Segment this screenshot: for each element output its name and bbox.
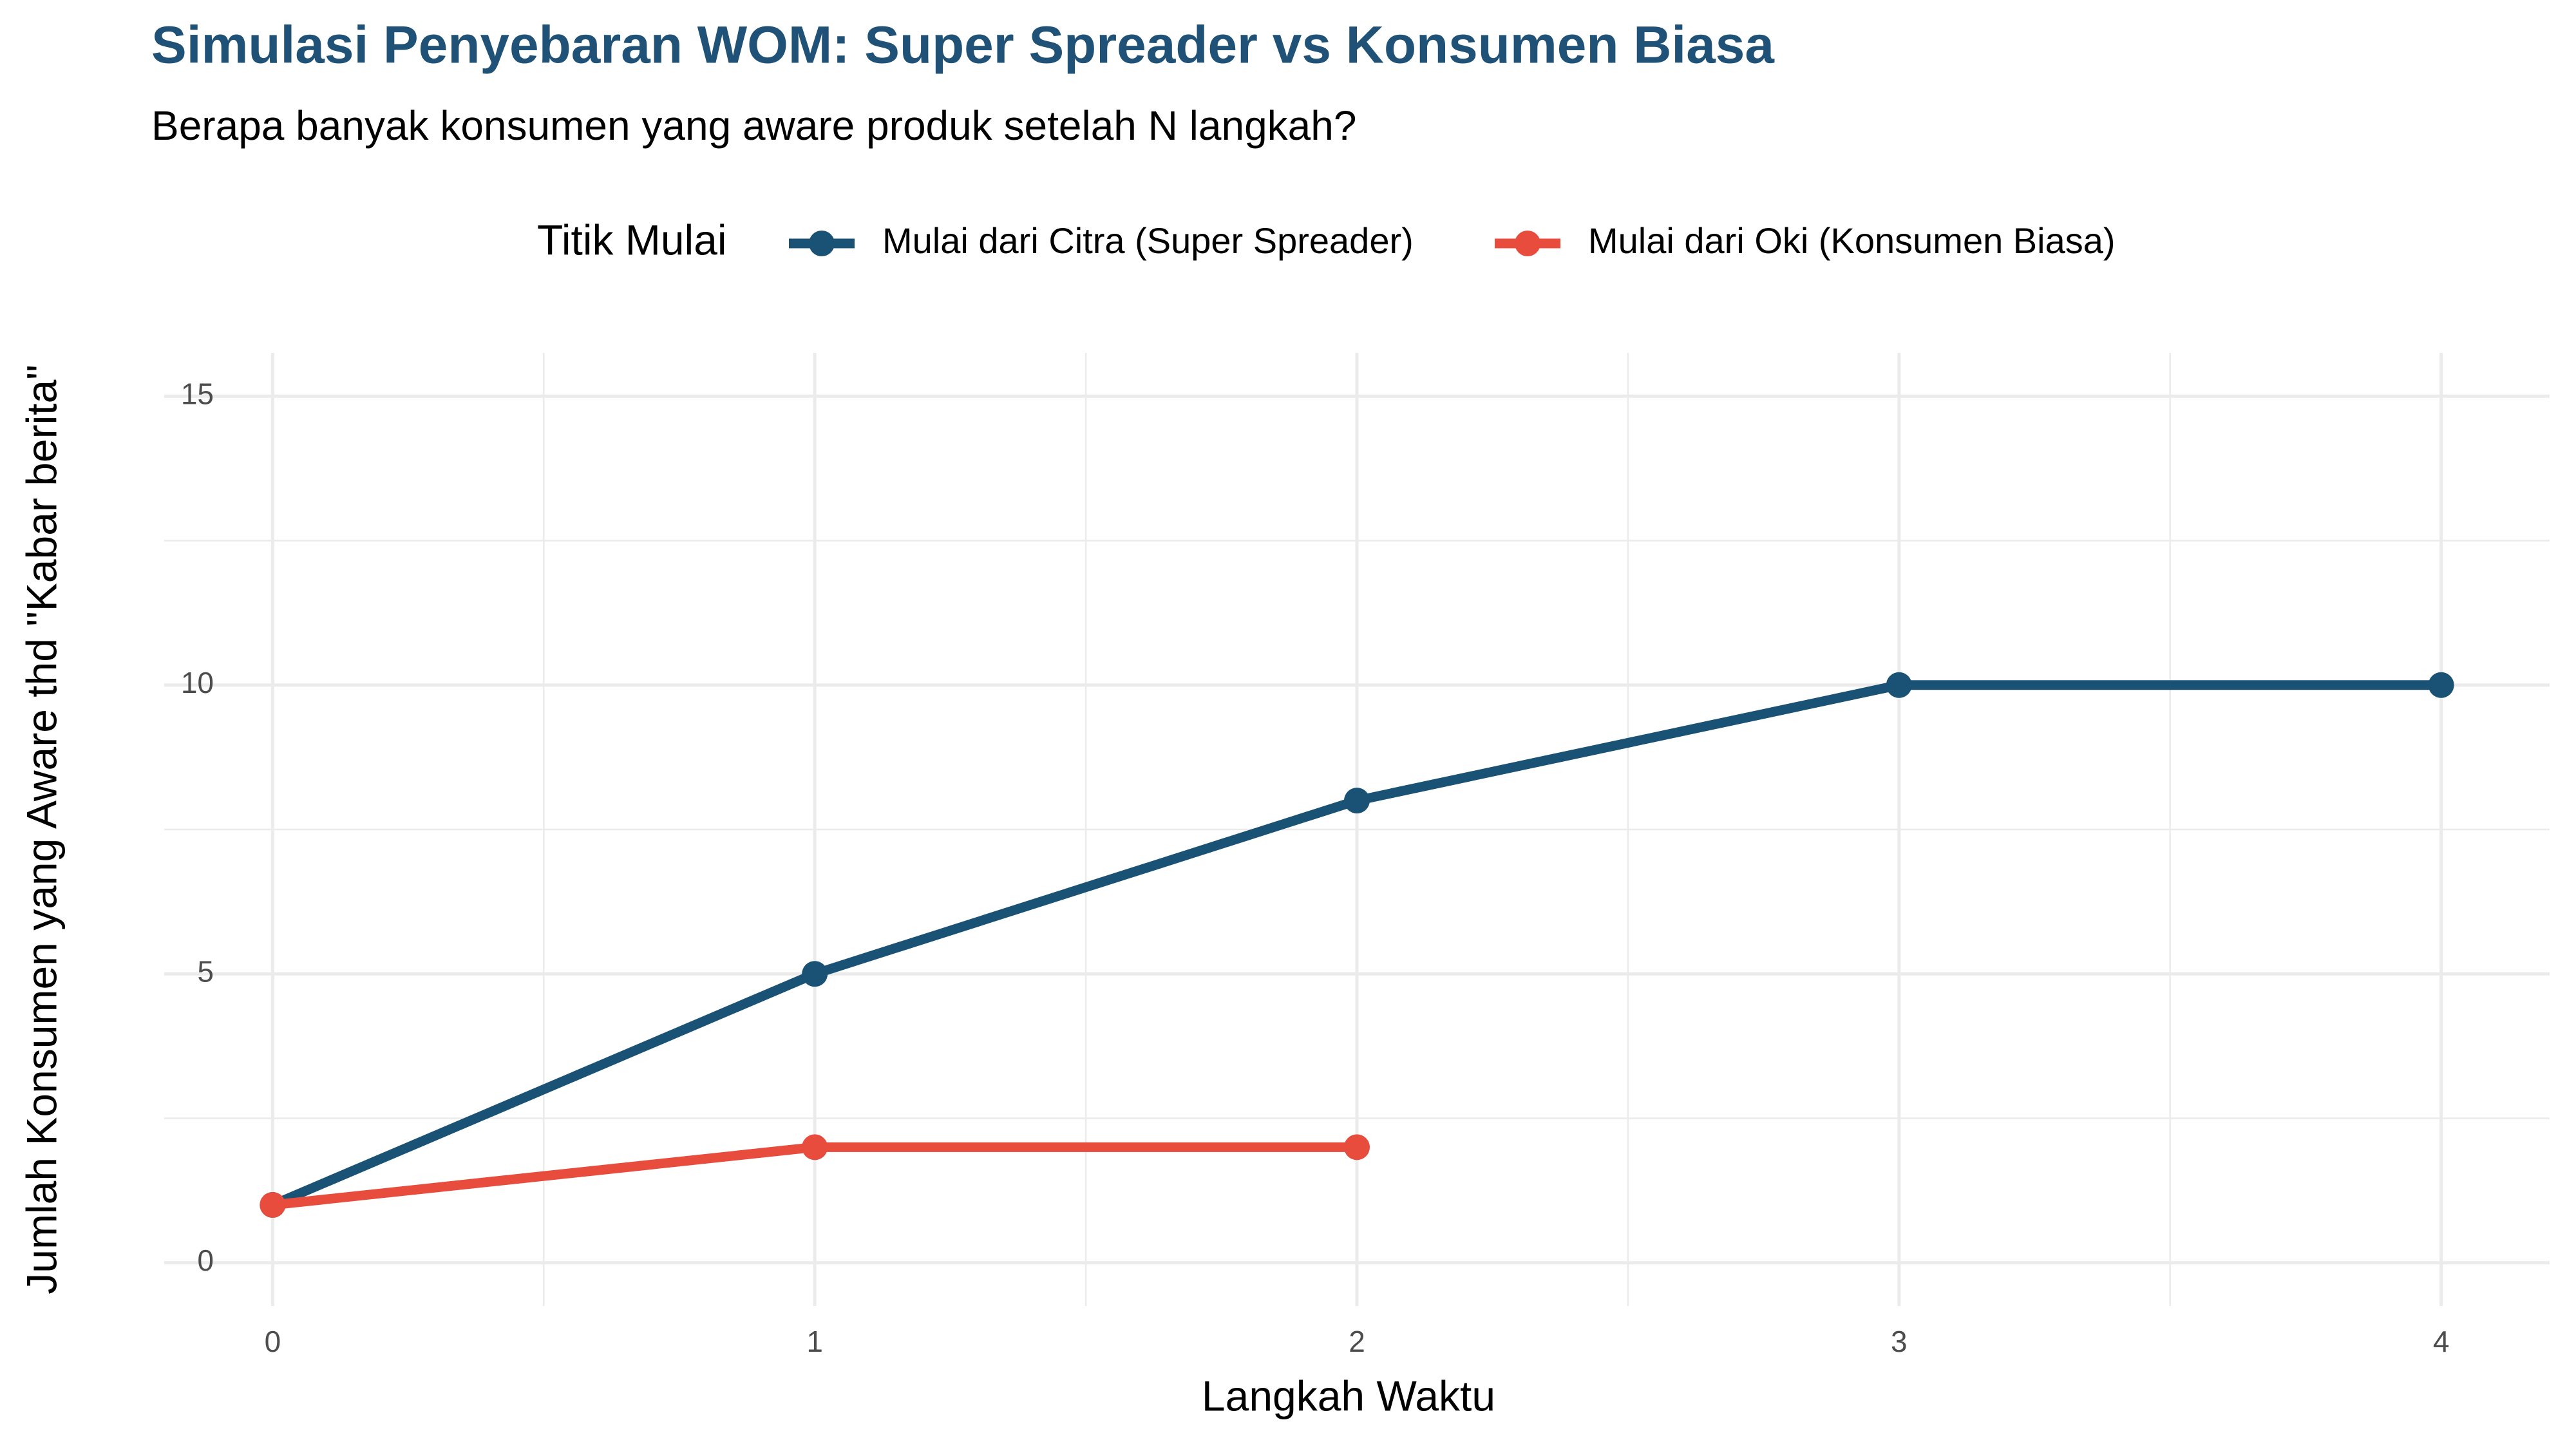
legend-label: Mulai dari Citra (Super Spreader)	[882, 220, 1414, 261]
data-point	[260, 1192, 286, 1218]
chart-subtitle: Berapa banyak konsumen yang aware produk…	[151, 102, 1356, 149]
data-point	[802, 1134, 828, 1160]
y-tick-label: 10	[181, 666, 214, 699]
data-point	[1886, 672, 1912, 698]
legend-label: Mulai dari Oki (Konsumen Biasa)	[1588, 220, 2116, 261]
legend-title: Titik Mulai	[537, 216, 727, 263]
data-point	[802, 961, 828, 987]
y-axis-title: Jumlah Konsumen yang Aware thd "Kabar be…	[17, 365, 65, 1294]
x-tick-label: 0	[265, 1325, 281, 1358]
x-tick-label: 4	[2433, 1325, 2450, 1358]
data-point	[1344, 1134, 1370, 1160]
data-point	[2428, 672, 2454, 698]
y-tick-label: 15	[181, 377, 214, 410]
x-axis-title: Langkah Waktu	[1202, 1372, 1495, 1419]
x-tick-label: 3	[1891, 1325, 1908, 1358]
y-tick-label: 5	[197, 954, 214, 988]
legend-key-point	[809, 231, 835, 256]
x-tick-label: 1	[806, 1325, 823, 1358]
y-tick-label: 0	[197, 1244, 214, 1277]
chart-title: Simulasi Penyebaran WOM: Super Spreader …	[151, 16, 1775, 75]
legend-key-point	[1515, 231, 1540, 256]
x-tick-label: 2	[1349, 1325, 1365, 1358]
data-point	[1344, 788, 1370, 814]
